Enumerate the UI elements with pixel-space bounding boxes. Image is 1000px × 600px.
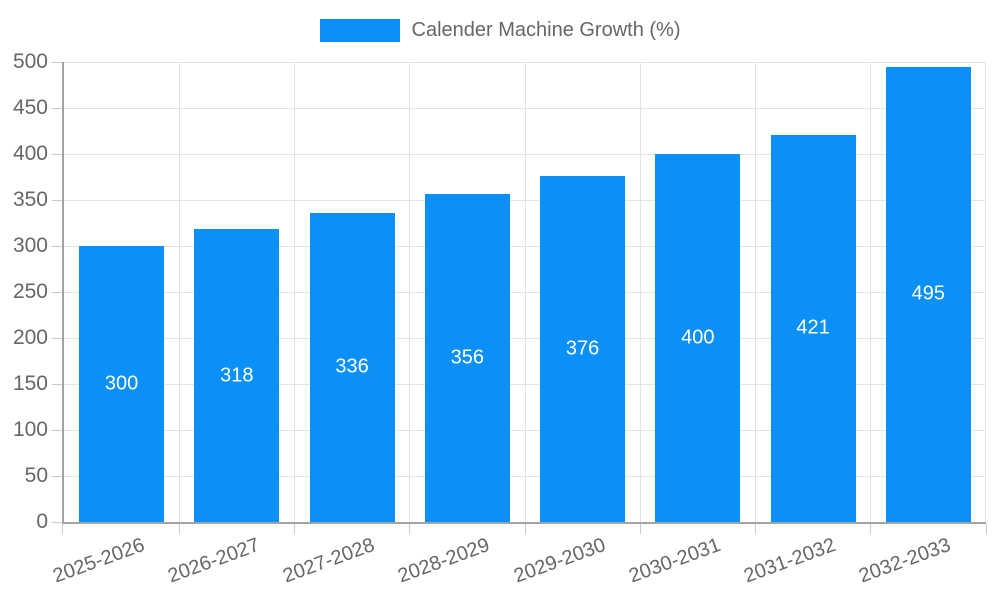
plot-area: 0 50 100 150 200 250 300 350 400 450 500 300 2025-20… — [13, 51, 987, 587]
bar-value-label: 400 — [681, 326, 715, 349]
x-gridline — [984, 62, 986, 522]
x-axis-tick — [985, 524, 987, 534]
y-axis-tick — [52, 337, 62, 339]
x-axis-tick — [178, 524, 180, 534]
y-axis-tick — [52, 245, 62, 247]
bar: 356 — [424, 194, 510, 522]
x-gridline — [639, 62, 641, 522]
legend-swatch-icon — [319, 19, 400, 42]
x-gridline — [755, 62, 756, 522]
y-axis-tick — [52, 383, 62, 385]
x-axis-tick — [409, 524, 411, 534]
bar: 300 — [79, 246, 165, 522]
x-gridline — [870, 62, 872, 522]
y-tick-label: 300 — [12, 234, 48, 257]
y-tick-label: 200 — [12, 326, 48, 349]
y-tick-label: 500 — [12, 50, 48, 73]
y-tick-label: 100 — [12, 418, 48, 441]
x-gridline — [294, 62, 295, 522]
y-axis-tick — [52, 291, 62, 293]
x-gridline — [524, 62, 526, 522]
bar: 376 — [540, 176, 626, 522]
y-axis-tick — [52, 199, 62, 201]
bar-value-label: 356 — [450, 346, 485, 369]
bar-value-label: 421 — [796, 316, 830, 339]
bar-value-label: 336 — [335, 355, 369, 378]
x-axis-tick — [61, 524, 63, 534]
y-axis-tick — [52, 107, 62, 109]
x-axis-tick — [294, 524, 295, 534]
y-tick-label: 250 — [12, 280, 48, 303]
y-tick-label: 0 — [36, 510, 48, 533]
y-axis-tick — [52, 521, 62, 523]
y-axis-tick — [52, 61, 62, 63]
x-gridline — [409, 62, 411, 522]
bar: 400 — [655, 154, 741, 522]
bar-value-label: 300 — [104, 372, 139, 395]
x-gridline — [178, 62, 180, 522]
bar: 421 — [770, 134, 856, 522]
y-tick-label: 400 — [12, 142, 48, 165]
x-axis-tick — [524, 524, 526, 534]
legend-label: Calender Machine Growth (%) — [411, 19, 681, 41]
y-tick-label: 150 — [12, 372, 48, 395]
bar-value-label: 376 — [565, 337, 600, 360]
y-axis-tick — [52, 153, 62, 155]
x-axis-tick — [870, 524, 872, 534]
legend[interactable]: Calender Machine Growth (%) — [0, 19, 1000, 42]
x-axis-tick — [755, 524, 756, 534]
bar: 495 — [885, 66, 971, 522]
y-tick-label: 450 — [12, 96, 48, 119]
y-tick-label: 350 — [12, 188, 48, 211]
bar: 318 — [194, 229, 280, 522]
y-axis-tick — [52, 429, 62, 431]
x-axis-tick — [639, 524, 641, 534]
bar: 336 — [309, 212, 395, 522]
bar-value-label: 318 — [220, 364, 254, 387]
y-tick-label: 50 — [24, 464, 48, 487]
y-axis-tick — [52, 475, 62, 477]
bar-value-label: 495 — [911, 282, 946, 305]
